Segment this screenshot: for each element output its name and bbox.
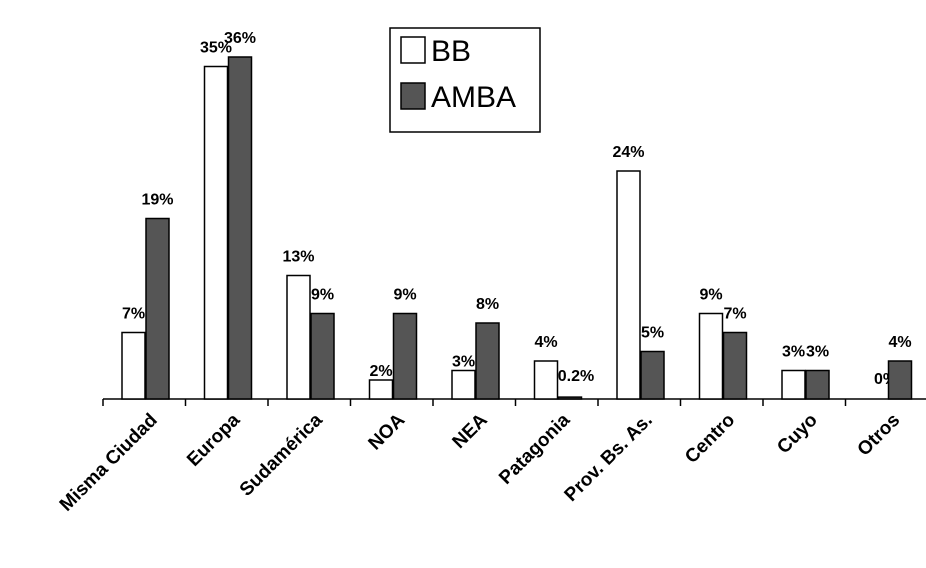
bar-amba-nea xyxy=(475,322,500,400)
data-label-amba-patagonia: 0.2% xyxy=(558,368,594,385)
legend-label-amba: AMBA xyxy=(431,81,516,114)
data-label-bb-prov-bs-as: 24% xyxy=(612,144,644,161)
bar-bb-noa xyxy=(368,379,394,400)
data-label-bb-cuyo: 3% xyxy=(782,344,805,361)
bar-amba-sudamerica xyxy=(310,312,335,400)
x-tick-label-nea: NEA xyxy=(449,409,492,452)
x-tick-label-cuyo: Cuyo xyxy=(773,410,821,458)
data-label-amba-cuyo: 3% xyxy=(806,344,829,361)
data-label-amba-sudamerica: 9% xyxy=(311,287,334,304)
x-tick-label-patagonia: Patagonia xyxy=(495,409,574,488)
x-tick-label-prov-bs-as: Prov. Bs. As. xyxy=(561,410,657,506)
data-label-amba-misma-ciudad: 19% xyxy=(141,192,173,209)
data-label-amba-noa: 9% xyxy=(393,287,416,304)
data-label-bb-misma-ciudad: 7% xyxy=(122,306,145,323)
bar-bb-nea xyxy=(451,369,476,400)
legend-label-bb: BB xyxy=(431,35,471,68)
legend-swatch-bb xyxy=(400,36,426,64)
x-tick-label-sudamerica: Sudamérica xyxy=(236,409,327,500)
bar-amba-europa xyxy=(227,56,253,400)
data-label-bb-nea: 3% xyxy=(452,354,475,371)
data-label-bb-sudamerica: 13% xyxy=(282,249,314,266)
legend-swatch-amba xyxy=(400,82,426,110)
bar-bb-prov-bs-as xyxy=(616,170,641,400)
data-label-amba-otros: 4% xyxy=(888,334,911,351)
x-tick-label-otros: Otros xyxy=(854,410,905,461)
x-tick-label-europa: Europa xyxy=(183,409,244,470)
bar-amba-cuyo xyxy=(805,369,830,400)
x-tick-label-noa: NOA xyxy=(365,409,410,454)
bar-bb-europa xyxy=(203,65,229,400)
data-label-bb-noa: 2% xyxy=(369,363,392,380)
bar-amba-misma-ciudad xyxy=(145,217,170,400)
bar-amba-prov-bs-as xyxy=(640,350,665,400)
bar-bb-cuyo xyxy=(781,369,806,400)
bar-bb-centro xyxy=(698,312,724,400)
bar-bb-sudamerica xyxy=(286,274,311,400)
data-label-bb-centro: 9% xyxy=(699,287,722,304)
data-label-amba-centro: 7% xyxy=(723,306,746,323)
bar-amba-patagonia xyxy=(557,396,583,400)
x-tick-label-misma-ciudad: Misma Ciudad xyxy=(56,410,162,516)
bar-bb-patagonia xyxy=(533,360,559,400)
bar-amba-otros xyxy=(887,360,913,400)
data-label-amba-nea: 8% xyxy=(476,296,499,313)
bar-bb-misma-ciudad xyxy=(121,331,146,400)
bar-amba-noa xyxy=(392,312,418,400)
data-label-amba-europa: 36% xyxy=(224,30,256,47)
data-label-bb-europa: 35% xyxy=(200,40,232,57)
x-tick-label-centro: Centro xyxy=(681,410,739,468)
data-label-bb-patagonia: 4% xyxy=(534,334,557,351)
data-label-amba-prov-bs-as: 5% xyxy=(641,325,664,342)
bar-amba-centro xyxy=(722,331,748,400)
